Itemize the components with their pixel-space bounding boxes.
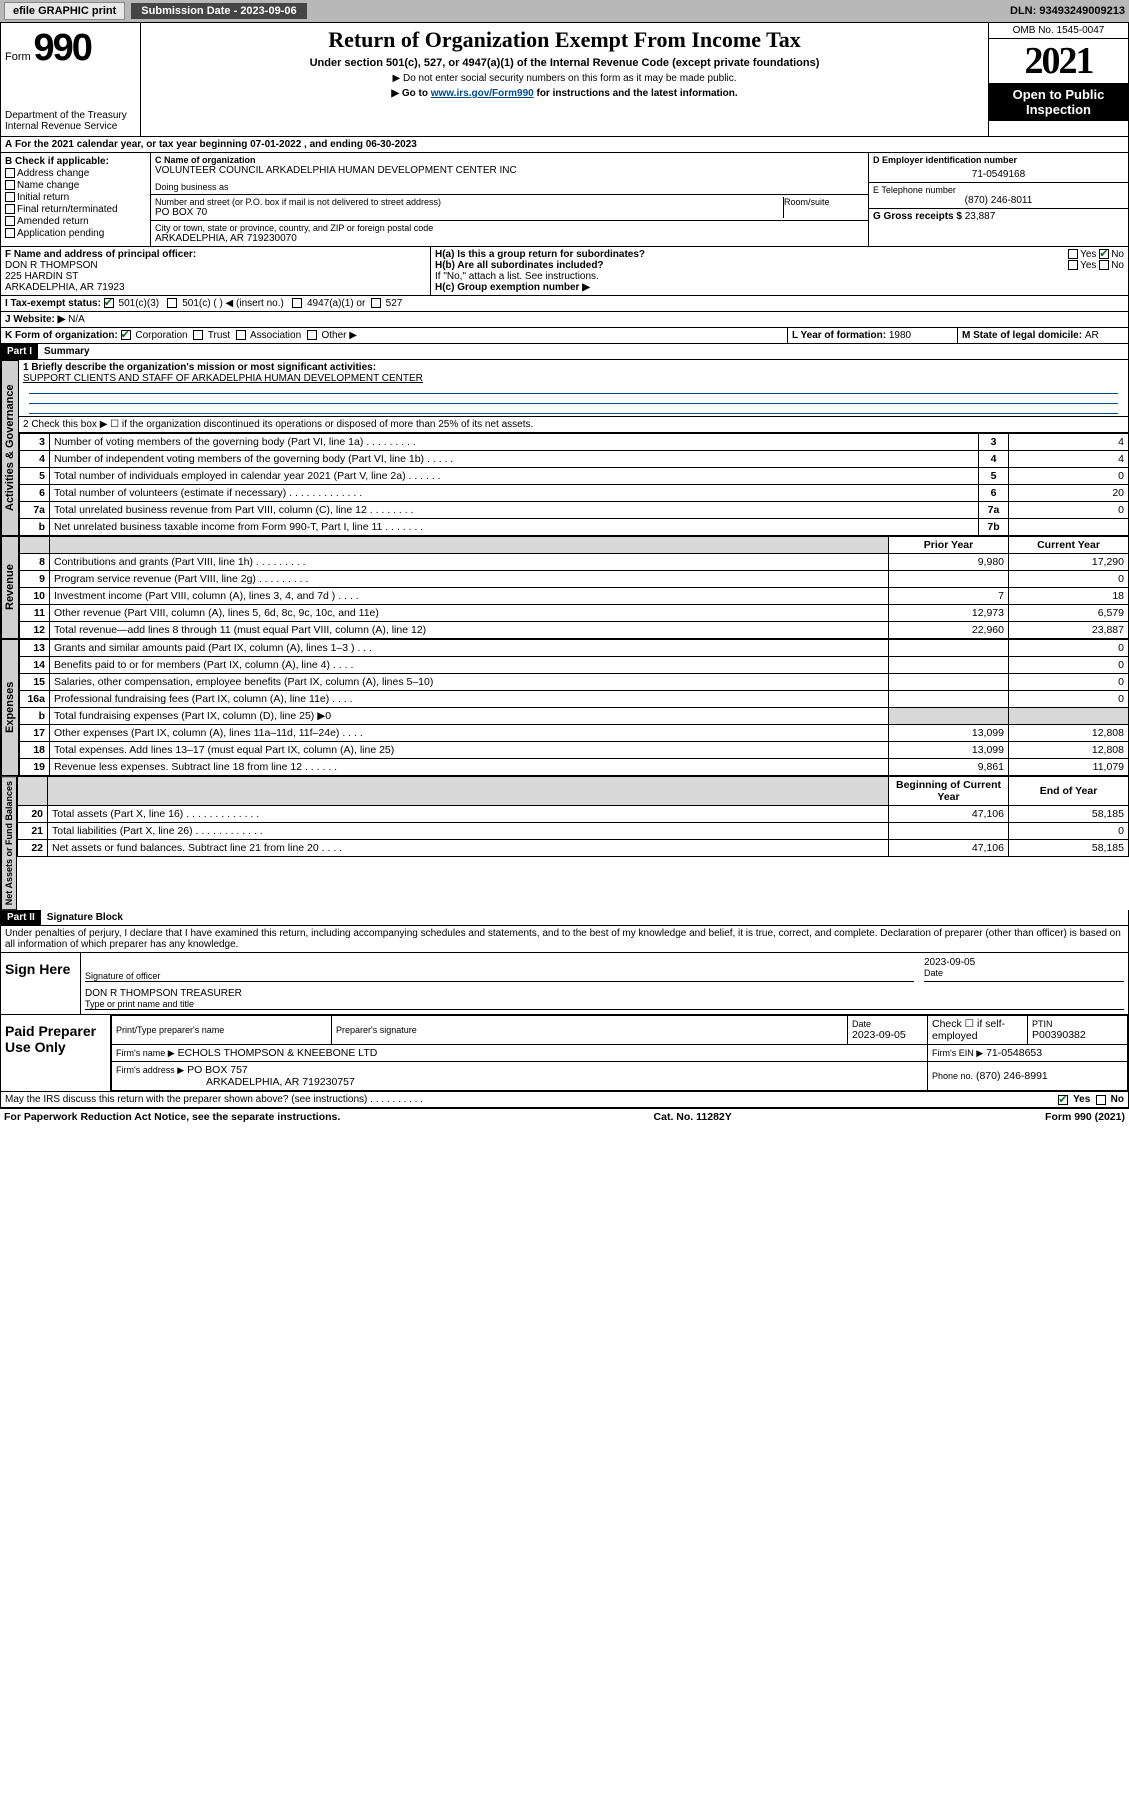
sig-officer-label: Signature of officer (85, 971, 914, 981)
revenue-table: Prior YearCurrent Year8Contributions and… (19, 536, 1129, 639)
netassets-tab: Net Assets or Fund Balances (1, 776, 17, 910)
addr-label: Number and street (or P.O. box if mail i… (155, 197, 783, 207)
expenses-section: Expenses 13Grants and similar amounts pa… (0, 639, 1129, 776)
form-subtitle: Under section 501(c), 527, or 4947(a)(1)… (151, 57, 978, 69)
open-public-badge: Open to Public Inspection (989, 83, 1128, 121)
room-label: Room/suite (784, 197, 864, 218)
sign-here-label: Sign Here (1, 953, 81, 1014)
year-formation: 1980 (889, 330, 911, 341)
dept-label: Department of the Treasury Internal Reve… (5, 110, 136, 132)
governance-table: 3Number of voting members of the governi… (19, 433, 1129, 536)
gross-receipts: 23,887 (965, 211, 996, 222)
ein-value: 71-0549168 (873, 169, 1124, 180)
tax-year: 2021 (989, 39, 1128, 83)
form-label: Form (5, 51, 31, 63)
revenue-tab: Revenue (1, 536, 19, 639)
org-city: ARKADELPHIA, AR 719230070 (155, 233, 864, 244)
c-label: C Name of organization (155, 155, 864, 165)
check-initial[interactable]: Initial return (17, 192, 69, 203)
j-block: J Website: ▶ N/A (0, 312, 1129, 328)
paperwork-notice: For Paperwork Reduction Act Notice, see … (4, 1111, 340, 1123)
discuss-yes[interactable] (1058, 1095, 1068, 1105)
g-label: G Gross receipts $ (873, 211, 962, 222)
check-pending[interactable]: Application pending (17, 228, 104, 239)
submission-date: Submission Date - 2023-09-06 (131, 3, 306, 19)
city-label: City or town, state or province, country… (155, 223, 864, 233)
form-number: 990 (33, 27, 90, 69)
f-label: F Name and address of principal officer: (5, 249, 426, 260)
officer-addr2: ARKADELPHIA, AR 71923 (5, 282, 426, 293)
expenses-tab: Expenses (1, 639, 19, 776)
identity-block: B Check if applicable: Address change Na… (0, 153, 1129, 247)
check-address[interactable]: Address change (17, 168, 89, 179)
ssn-note: ▶ Do not enter social security numbers o… (151, 73, 978, 84)
part1-header: Part I Summary (0, 344, 1129, 360)
sig-date: 2023-09-05 (924, 957, 1124, 968)
org-address: PO BOX 70 (155, 207, 783, 218)
check-501c3[interactable] (104, 298, 114, 308)
d-label: D Employer identification number (873, 155, 1124, 165)
officer-addr1: 225 HARDIN ST (5, 271, 426, 282)
hb-row: H(b) Are all subordinates included? Yes … (435, 260, 1124, 271)
cat-no: Cat. No. 11282Y (654, 1111, 732, 1123)
phone-value: (870) 246-8011 (873, 195, 1124, 206)
netassets-table: Beginning of Current YearEnd of Year20To… (17, 776, 1129, 857)
part2-header: Part II Signature Block (0, 910, 1129, 926)
link-note: ▶ Go to www.irs.gov/Form990 for instruct… (151, 88, 978, 99)
form-ref: Form 990 (2021) (1045, 1111, 1125, 1123)
e-label: E Telephone number (873, 185, 1124, 195)
check-name[interactable]: Name change (17, 180, 79, 191)
ha-row: H(a) Is this a group return for subordin… (435, 249, 1124, 260)
hc-row: H(c) Group exemption number ▶ (435, 282, 1124, 293)
check-final[interactable]: Final return/terminated (17, 204, 118, 215)
netassets-section: Net Assets or Fund Balances Beginning of… (0, 776, 1129, 910)
fh-block: F Name and address of principal officer:… (0, 247, 1129, 296)
mission-text: SUPPORT CLIENTS AND STAFF OF ARKADELPHIA… (23, 373, 1124, 384)
form-header: Form 990 Department of the Treasury Inte… (0, 22, 1129, 137)
q2-text: 2 Check this box ▶ ☐ if the organization… (19, 417, 1129, 433)
firm-address: PO BOX 757 (187, 1064, 248, 1076)
type-name-label: Type or print name and title (85, 999, 1124, 1009)
firm-ein: 71-0548653 (986, 1047, 1042, 1059)
check-amended[interactable]: Amended return (17, 216, 89, 227)
klm-block: K Form of organization: Corporation Trus… (0, 328, 1129, 344)
discuss-no[interactable] (1096, 1095, 1106, 1105)
declaration-text: Under penalties of perjury, I declare th… (0, 926, 1129, 953)
website-value: N/A (68, 314, 85, 325)
date-label: Date (924, 968, 1124, 978)
i-block: I Tax-exempt status: 501(c)(3) 501(c) ( … (0, 296, 1129, 312)
form-title: Return of Organization Exempt From Incom… (151, 27, 978, 53)
officer-typed-name: DON R THOMPSON TREASURER (85, 988, 1124, 999)
page-footer: For Paperwork Reduction Act Notice, see … (0, 1108, 1129, 1125)
dba-label: Doing business as (155, 182, 864, 192)
firm-name: ECHOLS THOMPSON & KNEEBONE LTD (178, 1047, 378, 1059)
governance-section: Activities & Governance 1 Briefly descri… (0, 360, 1129, 536)
expenses-table: 13Grants and similar amounts paid (Part … (19, 639, 1129, 776)
q1-label: 1 Briefly describe the organization's mi… (23, 362, 1124, 373)
paid-preparer-block: Paid Preparer Use Only Print/Type prepar… (0, 1015, 1129, 1092)
paid-preparer-label: Paid Preparer Use Only (1, 1015, 111, 1091)
dln-label: DLN: 93493249009213 (1010, 5, 1125, 17)
top-bar: efile GRAPHIC print Submission Date - 20… (0, 0, 1129, 22)
ptin-value: P00390382 (1032, 1029, 1123, 1041)
check-label: B Check if applicable: (5, 156, 146, 167)
sign-block: Sign Here Signature of officer 2023-09-0… (0, 953, 1129, 1015)
officer-name: DON R THOMPSON (5, 260, 426, 271)
firm-phone: (870) 246-8991 (976, 1070, 1048, 1082)
discuss-row: May the IRS discuss this return with the… (0, 1092, 1129, 1108)
omb-number: OMB No. 1545-0047 (989, 23, 1128, 39)
revenue-section: Revenue Prior YearCurrent Year8Contribut… (0, 536, 1129, 639)
state-domicile: AR (1085, 330, 1099, 341)
governance-tab: Activities & Governance (1, 360, 19, 536)
hb-note: If "No," attach a list. See instructions… (435, 271, 1124, 282)
period-row: A For the 2021 calendar year, or tax yea… (0, 137, 1129, 153)
org-name: VOLUNTEER COUNCIL ARKADELPHIA HUMAN DEVE… (155, 165, 864, 176)
efile-button[interactable]: efile GRAPHIC print (4, 2, 125, 20)
irs-link[interactable]: www.irs.gov/Form990 (431, 88, 534, 99)
